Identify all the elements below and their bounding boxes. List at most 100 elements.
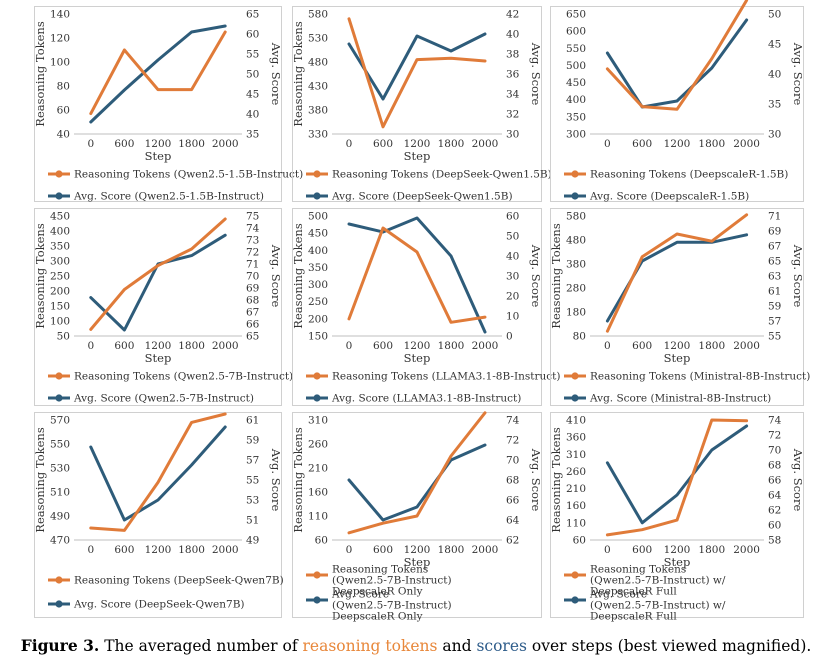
- x-tick-label: 1800: [438, 340, 465, 352]
- y-tick-label: 550: [566, 43, 586, 55]
- x-tick-label: 1200: [404, 138, 431, 150]
- y-tick-label: 530: [50, 463, 70, 475]
- y-tick-label: 160: [308, 487, 328, 499]
- y-tick-label: 200: [50, 286, 70, 298]
- chart-svg: 470 490 510 530 550 570 49 51 53 55 57 59 61 0 600 1200…: [33, 412, 284, 618]
- chart-svg: 60 110 160 210 260 310 360 410 58 60 62 64 66 68 70 72 7…: [549, 412, 805, 623]
- y2-axis-title: Avg. Score: [529, 244, 543, 308]
- legend-swatch-marker: [313, 596, 321, 604]
- legend-label: Avg. Score: [589, 589, 647, 601]
- legend-swatch-marker: [313, 170, 321, 178]
- score-series-line: [347, 443, 487, 522]
- x-tick-label: 2000: [472, 544, 499, 556]
- legend-label: Avg. Score (Ministral-8B-Instruct): [589, 393, 771, 405]
- y-tick-label: 60: [57, 105, 70, 117]
- y2-tick-label: 62: [768, 505, 781, 517]
- y-tick-label: 250: [50, 271, 70, 283]
- legend-swatch-marker: [55, 600, 63, 608]
- score-series-line: [605, 18, 749, 109]
- legend-swatch-marker: [313, 192, 321, 200]
- x-tick-label: 0: [346, 340, 353, 352]
- y2-tick-label: 68: [768, 460, 781, 472]
- y-tick-label: 430: [308, 81, 328, 93]
- x-axis-title: Step: [664, 351, 691, 365]
- legend-swatch-marker: [313, 372, 321, 380]
- x-tick-label: 0: [87, 544, 94, 556]
- legend-label: (Qwen2.5-7B-Instruct) w/: [590, 575, 726, 587]
- legend-label: Avg. Score (DeepSeek-Qwen1.5B): [331, 191, 513, 203]
- y2-tick-label: 57: [768, 316, 781, 328]
- panel-border: [550, 6, 804, 202]
- x-axis-title: Step: [145, 149, 172, 163]
- y2-tick-label: 64: [506, 515, 520, 527]
- y-tick-label: 360: [566, 432, 586, 444]
- y2-tick-label: 70: [768, 445, 781, 457]
- chart-svg: 60 110 160 210 260 310 62 64 66 68 70 72 74 0 600 1200 1…: [291, 411, 543, 623]
- x-axis-title: Step: [404, 351, 431, 365]
- x-tick-label: 2000: [212, 138, 239, 150]
- tokens-series-line: [347, 226, 487, 324]
- y-tick-label: 400: [50, 226, 70, 238]
- y2-tick-label: 65: [246, 9, 259, 21]
- score-series-line: [89, 24, 227, 124]
- y-tick-label: 600: [566, 26, 586, 38]
- chart-svg: 330 380 430 480 530 580 30 32 34 36 38 40 42 0 600 1200…: [291, 6, 552, 203]
- score-series-line: [605, 233, 749, 323]
- y2-tick-label: 35: [246, 129, 259, 141]
- panel-border: [34, 412, 282, 618]
- y-axis-title: Reasoning Tokens: [291, 21, 305, 127]
- x-tick-label: 1800: [698, 340, 725, 352]
- y2-tick-label: 63: [768, 271, 781, 283]
- y2-tick-label: 66: [506, 495, 520, 507]
- y-tick-label: 480: [566, 235, 586, 247]
- legend-swatch-marker: [571, 170, 579, 178]
- y-tick-label: 350: [50, 241, 70, 253]
- legend-label: Avg. Score (DeepSeek-Qwen7B): [73, 599, 245, 611]
- x-tick-label: 2000: [212, 544, 239, 556]
- x-tick-label: 1200: [404, 544, 431, 556]
- y-tick-label: 300: [50, 256, 70, 268]
- legend-swatch-marker: [571, 596, 579, 604]
- y2-tick-label: 70: [246, 271, 259, 283]
- legend-label: (Qwen2.5-7B-Instruct): [332, 575, 452, 587]
- x-tick-label: 1200: [145, 544, 172, 556]
- legend-label: DeepscaleR Only: [332, 586, 423, 598]
- legend-swatch-marker: [571, 372, 579, 380]
- y2-tick-label: 50: [768, 9, 781, 21]
- y-tick-label: 310: [308, 415, 328, 427]
- x-tick-label: 600: [373, 544, 393, 556]
- y-tick-label: 210: [308, 463, 328, 475]
- y2-tick-label: 49: [246, 535, 259, 547]
- y-tick-label: 350: [566, 111, 586, 123]
- legend-swatch-marker: [313, 394, 321, 402]
- y-tick-label: 140: [50, 9, 70, 21]
- y-tick-label: 280: [566, 283, 586, 295]
- y2-axis-title: Avg. Score: [791, 244, 805, 308]
- panel-border: [292, 6, 542, 202]
- legend-swatch-marker: [55, 170, 63, 178]
- y-tick-label: 400: [566, 94, 586, 106]
- y-tick-label: 480: [308, 57, 328, 69]
- x-tick-label: 2000: [733, 340, 760, 352]
- x-tick-label: 2000: [733, 138, 760, 150]
- y2-tick-label: 71: [768, 211, 781, 223]
- chart-panel-2: 330 380 430 480 530 580 30 32 34 36 38 40 42 0 600 1200…: [291, 6, 552, 203]
- y2-tick-label: 74: [246, 223, 260, 235]
- y-tick-label: 260: [566, 466, 586, 478]
- x-tick-label: 1800: [438, 138, 465, 150]
- chart-panel-8: 60 110 160 210 260 310 62 64 66 68 70 72 74 0 600 1200 1…: [291, 411, 543, 623]
- chart-panel-3: 300 350 400 450 500 550 600 650 30 35 40 45 50 0 600 12…: [550, 0, 805, 203]
- x-axis-title: Step: [664, 555, 691, 569]
- caption-tokens-phrase: reasoning tokens: [302, 637, 438, 655]
- y-tick-label: 500: [566, 60, 586, 72]
- y-tick-label: 100: [50, 57, 70, 69]
- y2-tick-label: 60: [506, 211, 519, 223]
- tokens-series-line: [605, 418, 749, 537]
- y-tick-label: 580: [308, 9, 328, 21]
- caption-text-after: over steps (best viewed magnified).: [526, 637, 812, 655]
- score-series-line: [347, 216, 487, 334]
- y-axis-title: Reasoning Tokens: [291, 427, 305, 533]
- y2-tick-label: 71: [246, 259, 259, 271]
- y-tick-label: 120: [50, 33, 70, 45]
- y-tick-label: 250: [308, 296, 328, 308]
